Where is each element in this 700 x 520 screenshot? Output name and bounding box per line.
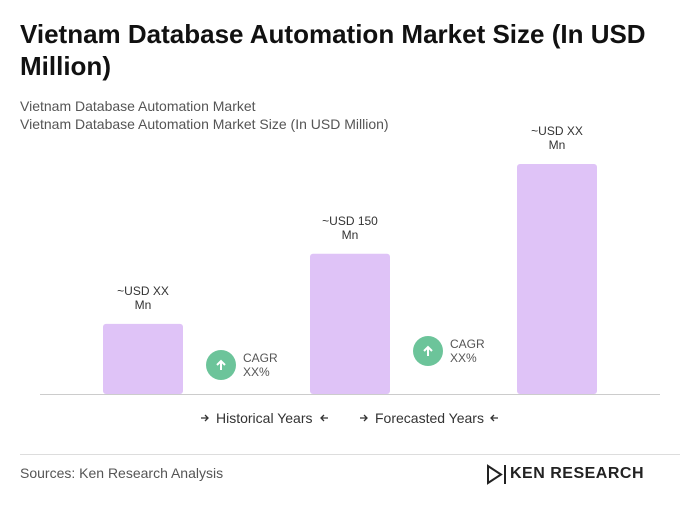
bar	[310, 253, 390, 394]
logo-icon	[487, 464, 506, 485]
cagr-arrow	[216, 359, 226, 370]
title: Vietnam Database Automation Market Size …	[20, 19, 646, 81]
bar	[103, 323, 183, 394]
legend-entry: Forecasted Years	[375, 410, 484, 426]
value-label: ~USD XX Mn	[117, 283, 169, 312]
cagr-label: CAGR XX%	[243, 351, 278, 379]
legend-arrows	[201, 414, 498, 422]
cagr-arrow	[423, 345, 433, 356]
chart-title: Vietnam Database Automation Market	[20, 98, 256, 114]
chart-subtitle: Vietnam Database Automation Market Size …	[20, 116, 389, 132]
source: Sources: Ken Research Analysis	[20, 465, 224, 481]
value-label: ~USD XX Mn	[531, 124, 583, 152]
legend-entry: Historical Years	[216, 410, 313, 426]
value-label: ~USD 150 Mn	[322, 213, 378, 242]
bar	[517, 164, 597, 394]
brand: KEN RESEARCH	[510, 465, 645, 482]
cagr-label: CAGR XX%	[450, 337, 485, 365]
